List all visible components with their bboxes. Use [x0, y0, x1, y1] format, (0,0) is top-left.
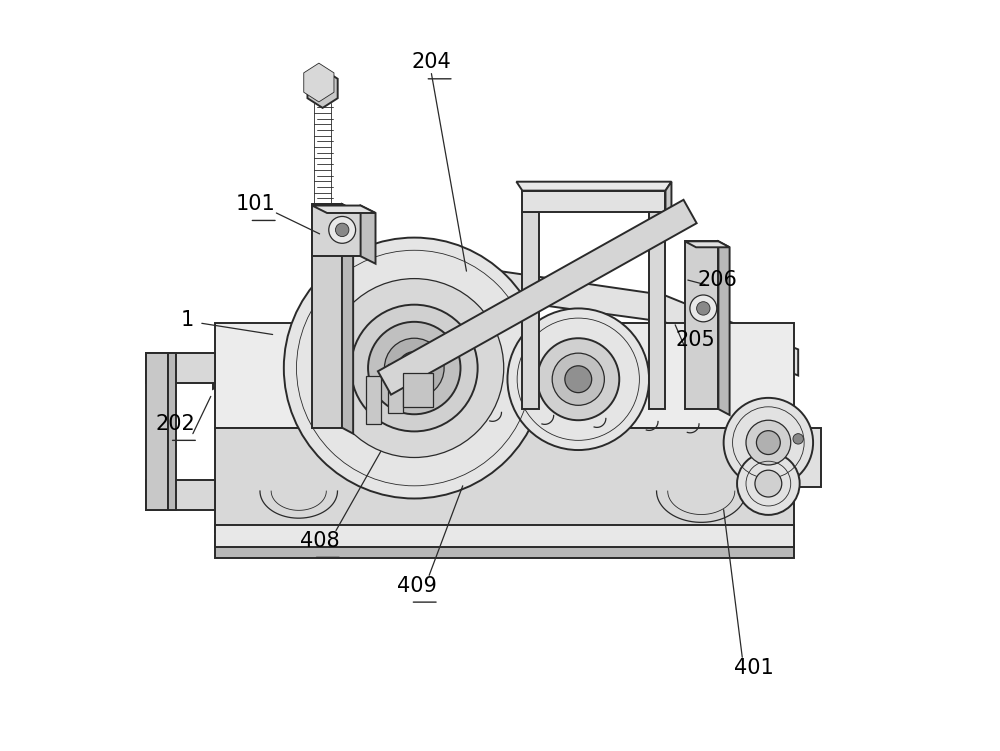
Polygon shape — [213, 271, 798, 389]
Polygon shape — [388, 364, 403, 413]
Circle shape — [507, 309, 649, 450]
Circle shape — [325, 279, 504, 457]
Polygon shape — [403, 373, 433, 407]
Circle shape — [537, 338, 619, 421]
Polygon shape — [414, 353, 429, 402]
Circle shape — [398, 351, 431, 385]
Circle shape — [724, 398, 813, 487]
Text: 202: 202 — [156, 414, 196, 434]
Polygon shape — [215, 324, 794, 427]
Polygon shape — [146, 480, 215, 510]
Polygon shape — [776, 427, 821, 487]
Polygon shape — [342, 204, 353, 433]
Polygon shape — [215, 525, 794, 547]
Polygon shape — [516, 182, 671, 191]
Circle shape — [737, 452, 800, 515]
Polygon shape — [215, 535, 794, 558]
Text: 408: 408 — [300, 531, 339, 551]
Polygon shape — [215, 427, 794, 532]
Polygon shape — [378, 200, 697, 395]
Circle shape — [335, 223, 349, 237]
Polygon shape — [361, 206, 376, 264]
Circle shape — [690, 295, 717, 322]
Polygon shape — [685, 241, 718, 409]
Circle shape — [746, 421, 791, 465]
Polygon shape — [168, 353, 176, 510]
Polygon shape — [522, 212, 539, 409]
Circle shape — [793, 433, 803, 444]
Circle shape — [329, 216, 356, 243]
Circle shape — [351, 305, 478, 431]
Polygon shape — [312, 206, 376, 213]
Polygon shape — [366, 376, 381, 424]
Circle shape — [384, 338, 444, 398]
Polygon shape — [304, 63, 334, 102]
Text: 101: 101 — [236, 194, 275, 214]
Polygon shape — [665, 182, 671, 218]
Polygon shape — [649, 212, 665, 409]
Text: 1: 1 — [180, 309, 194, 330]
Circle shape — [697, 302, 710, 315]
Circle shape — [755, 470, 782, 497]
Circle shape — [756, 430, 780, 454]
Text: 206: 206 — [698, 270, 738, 290]
Polygon shape — [146, 353, 215, 383]
Polygon shape — [718, 241, 730, 415]
Circle shape — [552, 353, 604, 406]
Polygon shape — [146, 353, 168, 510]
Polygon shape — [312, 204, 353, 210]
Circle shape — [284, 237, 545, 499]
Polygon shape — [685, 241, 730, 247]
Polygon shape — [312, 206, 361, 256]
Polygon shape — [522, 191, 665, 212]
Polygon shape — [307, 69, 338, 108]
Polygon shape — [312, 204, 342, 427]
Circle shape — [368, 322, 460, 415]
Text: 205: 205 — [675, 330, 715, 350]
Text: 409: 409 — [397, 576, 436, 596]
Circle shape — [565, 366, 592, 393]
Text: 401: 401 — [734, 658, 773, 677]
Text: 204: 204 — [412, 53, 451, 72]
